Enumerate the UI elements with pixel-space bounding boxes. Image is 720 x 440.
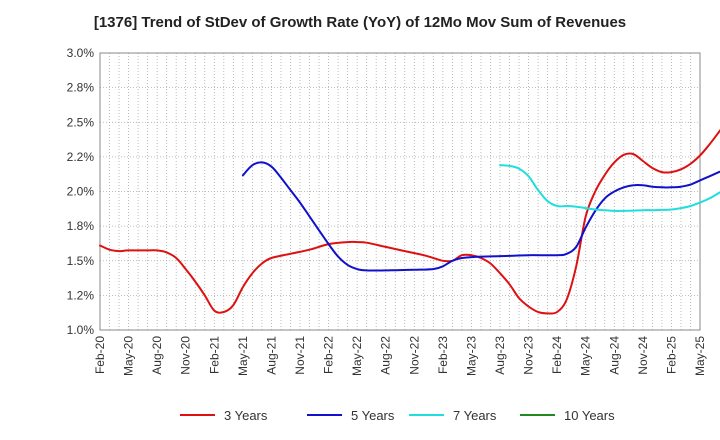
x-tick-label: Aug-22: [379, 336, 393, 375]
y-tick-label: 2.8%: [67, 81, 95, 95]
y-tick-label: 1.5%: [67, 254, 95, 268]
x-tick-label: Aug-24: [607, 336, 621, 375]
x-tick-label: May-23: [464, 336, 478, 376]
x-tick-label: May-25: [693, 336, 707, 376]
legend-label-10-years: 10 Years: [564, 408, 615, 423]
y-tick-label: 1.2%: [67, 288, 95, 302]
x-tick-label: May-21: [236, 336, 250, 376]
x-tick-label: Nov-20: [179, 336, 193, 375]
x-tick-label: May-24: [579, 336, 593, 376]
x-tick-label: Nov-21: [293, 336, 307, 375]
x-tick-label: Feb-22: [322, 336, 336, 374]
y-tick-label: 1.0%: [67, 323, 95, 337]
legend-label-3-years: 3 Years: [224, 408, 268, 423]
x-tick-label: May-22: [350, 336, 364, 376]
y-tick-label: 1.8%: [67, 219, 95, 233]
y-tick-label: 2.5%: [67, 115, 95, 129]
y-tick-label: 3.0%: [67, 46, 95, 60]
x-tick-label: Nov-23: [522, 336, 536, 375]
legend-label-5-years: 5 Years: [351, 408, 395, 423]
x-tick-label: Feb-25: [664, 336, 678, 374]
y-tick-label: 2.2%: [67, 150, 95, 164]
y-tick-label: 2.0%: [67, 185, 95, 199]
x-axis: Feb-20 May-20 Aug-20 Nov-20 Feb-21 May-21 Aug-…: [93, 336, 707, 376]
x-tick-label: Feb-23: [436, 336, 450, 374]
x-tick-label: May-20: [122, 336, 136, 376]
x-tick-label: Feb-21: [207, 336, 221, 374]
grid-layer: [100, 53, 700, 330]
x-tick-label: Aug-23: [493, 336, 507, 375]
x-tick-label: Feb-24: [550, 336, 564, 374]
series-line-7-years: [499, 164, 720, 212]
x-tick-label: Feb-20: [93, 336, 107, 374]
x-tick-label: Nov-22: [407, 336, 421, 375]
chart-title: [1376] Trend of StDev of Growth Rate (Yo…: [93, 14, 627, 31]
plot-frame: [99, 52, 701, 331]
x-tick-label: Aug-21: [264, 336, 278, 375]
y-axis: 1.0% 1.2% 1.5% 1.8% 2.0% 2.2% 2.5% 2.8% 3.0%: [67, 46, 95, 337]
legend-label-7-years: 7 Years: [453, 408, 497, 423]
x-tick-label: Nov-24: [636, 336, 650, 375]
x-tick-label: Aug-20: [150, 336, 164, 375]
series-line-5-years: [241, 161, 720, 272]
legend: 3 Years 5 Years 7 Years 10 Years: [180, 408, 615, 423]
series-line-3-years: [99, 128, 720, 315]
series-layer: [99, 128, 720, 315]
